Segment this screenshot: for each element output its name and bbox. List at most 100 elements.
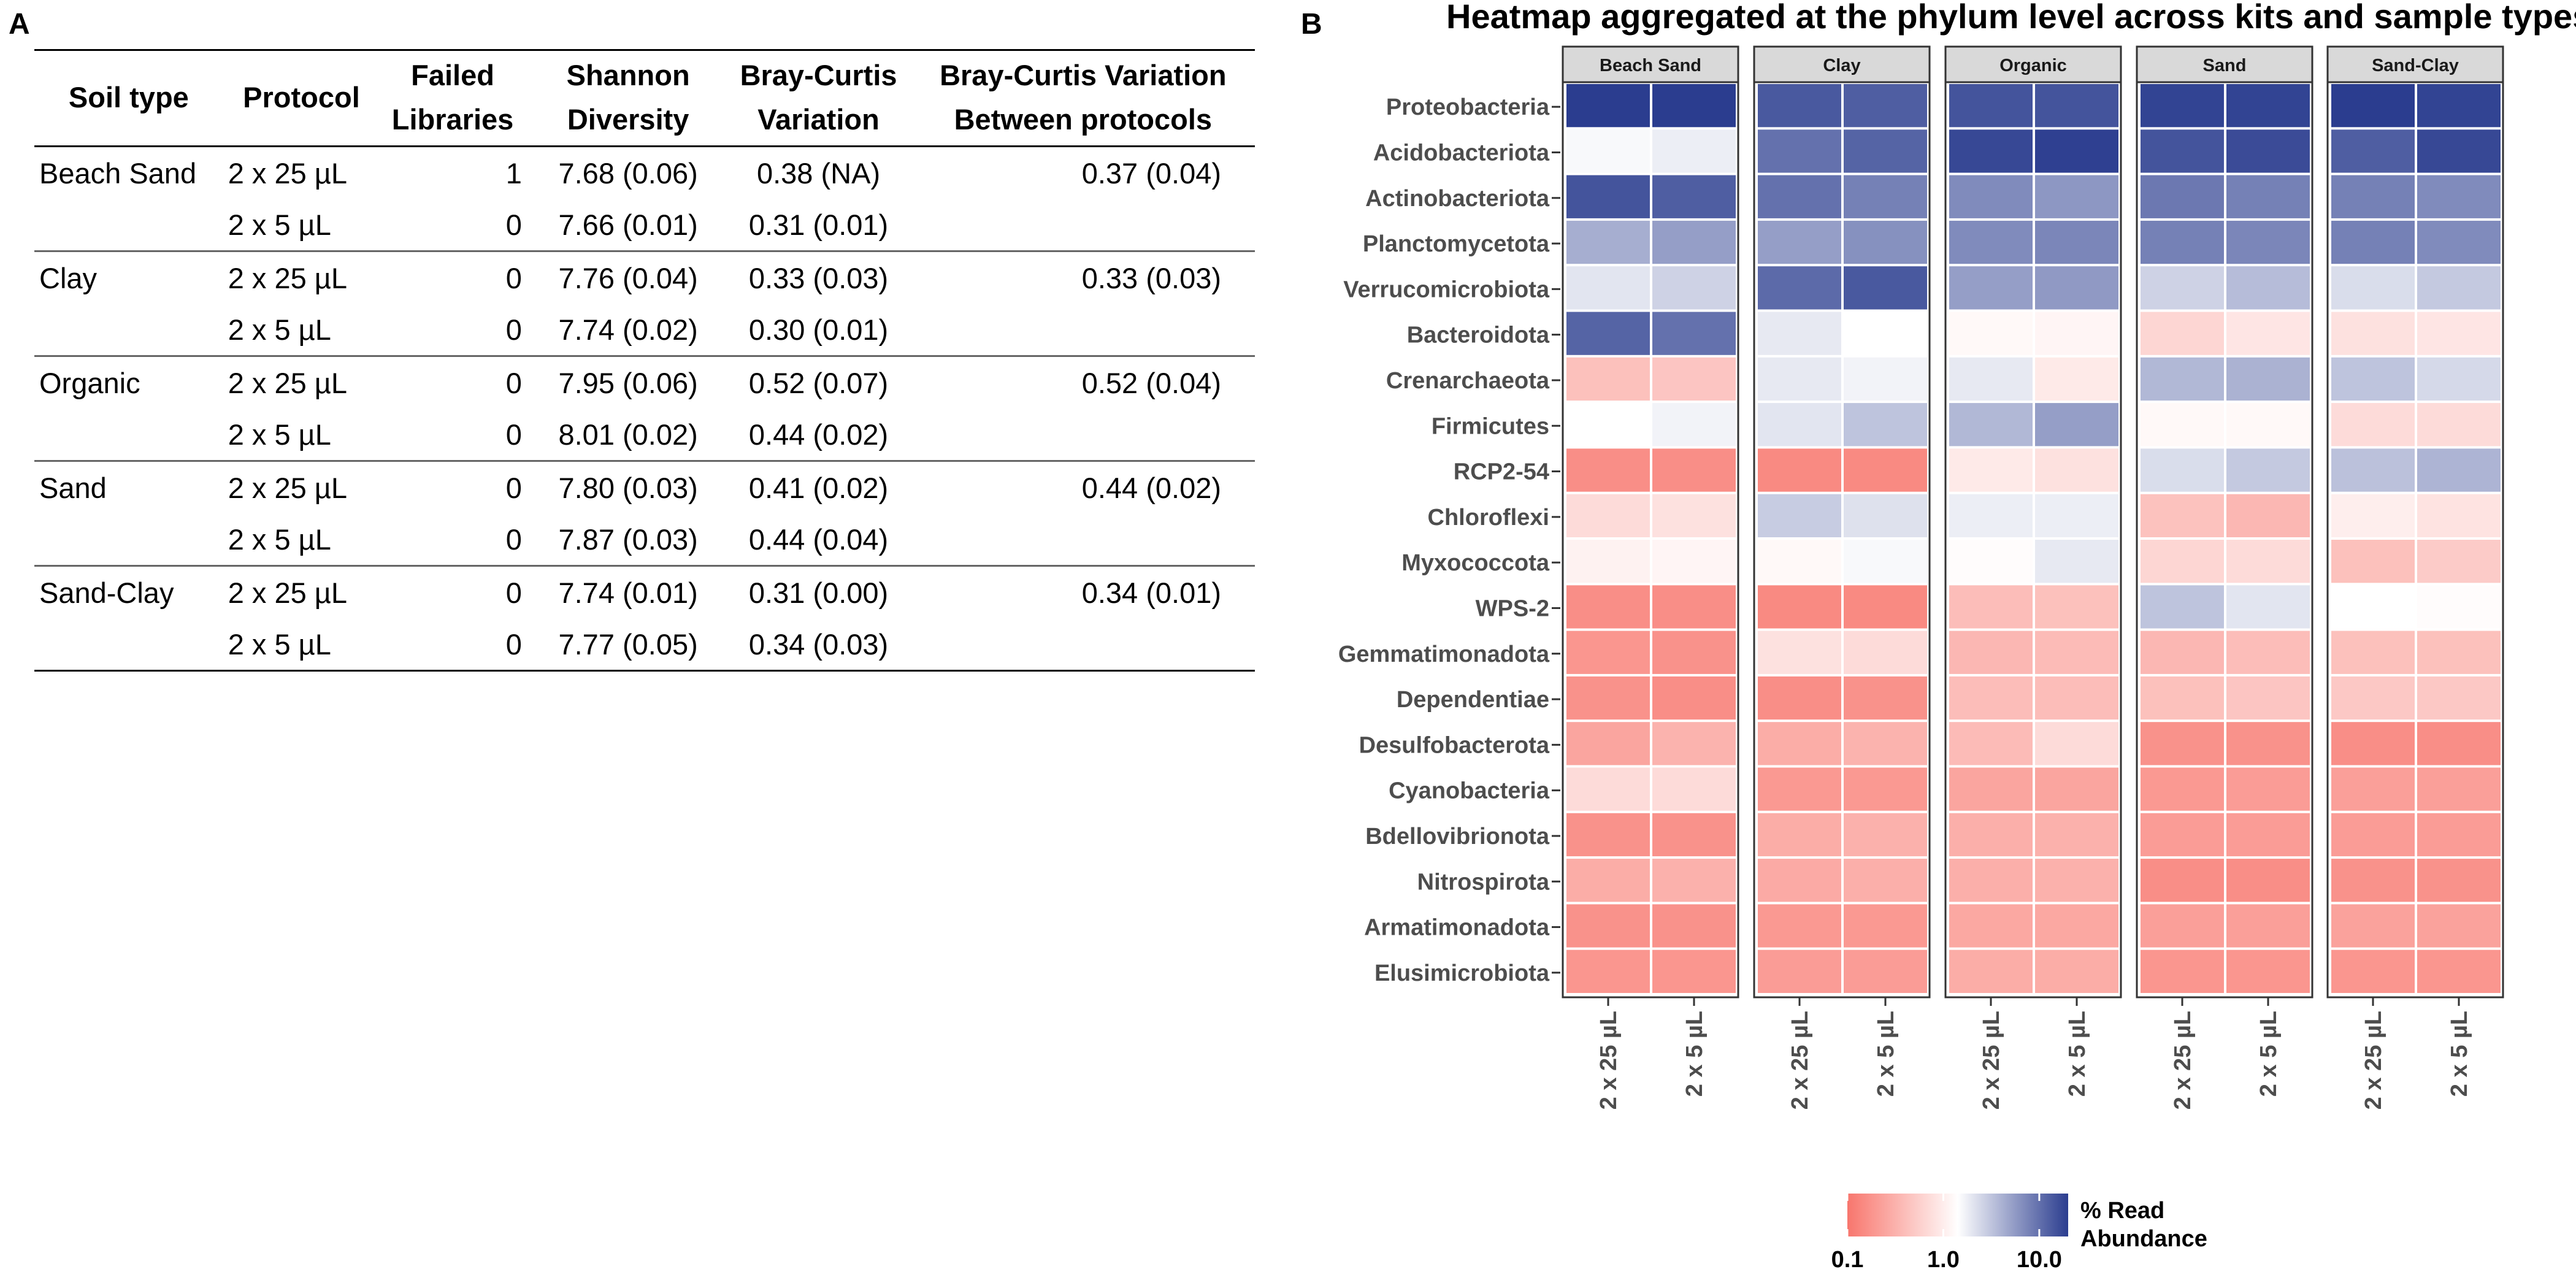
table-row: 2 x 5 µL 0 7.77 (0.05) 0.34 (0.03) <box>34 618 1255 671</box>
facet-strip <box>1753 45 1931 83</box>
legend-colorbar <box>1847 1194 2068 1236</box>
heatmap-cell <box>2226 904 2310 948</box>
heatmap-cell <box>2035 448 2118 492</box>
heatmap-cell <box>2226 494 2310 537</box>
row-label: Nitrospirota <box>1417 869 1550 895</box>
x-tick-label: 2 x 25 µL <box>1787 1011 1813 1110</box>
heatmap-cell <box>2331 175 2415 218</box>
heatmap-cell <box>2331 949 2415 993</box>
heatmap-cell <box>2035 676 2118 720</box>
heatmap-cell <box>1949 631 2033 674</box>
cell-shannon-diversity: 7.74 (0.01) <box>558 576 698 609</box>
x-tick-label: 2 x 25 µL <box>1979 1011 2004 1110</box>
heatmap-cell <box>2226 312 2310 355</box>
heatmap-cell <box>2141 403 2224 447</box>
row-label: Elusimicrobiota <box>1374 960 1550 986</box>
facet-strip <box>2136 45 2313 83</box>
heatmap-cell <box>1758 631 1841 674</box>
facet-strip <box>1944 45 2122 83</box>
heatmap-cell <box>1844 585 1927 629</box>
heatmap-cell <box>1652 904 1736 948</box>
heatmap-cell <box>2331 494 2415 537</box>
heatmap-cell <box>1844 84 1927 128</box>
heatmap-cell <box>1566 631 1650 674</box>
heatmap-cell <box>1844 403 1927 447</box>
heatmap-cell <box>2035 494 2118 537</box>
heatmap-cell <box>1652 175 1736 218</box>
heatmap-cell <box>1758 84 1841 128</box>
cell-bray-curtis-between: 0.44 (0.02) <box>1081 471 1221 504</box>
row-label: Dependentiae <box>1397 687 1549 713</box>
x-tick-label: 2 x 25 µL <box>1596 1011 1622 1110</box>
heatmap-cell <box>1652 357 1736 401</box>
heatmap-cell <box>1844 676 1927 720</box>
heatmap-cell <box>2226 129 2310 173</box>
heatmap-cell <box>1758 129 1841 173</box>
heatmap-cell <box>1652 266 1736 310</box>
cell-shannon-diversity: 7.77 (0.05) <box>558 627 698 661</box>
heatmap-cell <box>2226 175 2310 218</box>
heatmap-cell <box>1652 312 1736 355</box>
heatmap-cell <box>2035 84 2118 128</box>
heatmap-title: Heatmap aggregated at the phylum level a… <box>1446 0 2576 36</box>
heatmap-cell <box>1949 722 2033 765</box>
heatmap-cell <box>2331 84 2415 128</box>
heatmap-cell <box>1758 448 1841 492</box>
cell-failed-libraries: 0 <box>505 208 522 241</box>
heatmap-cell <box>1566 84 1650 128</box>
table-header-row: Soil type Protocol Failed Libraries Shann… <box>34 50 1255 147</box>
heatmap-cell <box>2417 448 2501 492</box>
heatmap-cell <box>2035 220 2118 264</box>
cell-shannon-diversity: 7.95 (0.06) <box>558 366 698 399</box>
cell-protocol: 2 x 5 µL <box>228 627 331 661</box>
heatmap-cell <box>1949 540 2033 583</box>
heatmap-cell <box>2331 403 2415 447</box>
heatmap-cell <box>1652 813 1736 857</box>
heatmap-cell <box>1758 904 1841 948</box>
table-row: Sand 2 x 25 µL 0 7.80 (0.03) 0.41 (0.02) 0.44… <box>34 461 1255 514</box>
legend-tick-label: 0.1 <box>1831 1247 1864 1273</box>
cell-soil-type: Sand <box>39 471 107 504</box>
heatmap-cell <box>1844 312 1927 355</box>
heatmap-cell <box>2141 904 2224 948</box>
heatmap-cell <box>2417 84 2501 128</box>
heatmap-cell <box>2035 813 2118 857</box>
row-label: Verrucomicrobiota <box>1343 277 1550 302</box>
heatmap-cell <box>2226 859 2310 902</box>
heatmap-cell <box>1566 585 1650 629</box>
legend-tick-label: 1.0 <box>1927 1247 1960 1273</box>
heatmap-cell <box>2141 494 2224 537</box>
facet-panel-border <box>1944 81 2122 999</box>
heatmap-cell <box>2226 722 2310 765</box>
facet-strip <box>2326 45 2504 83</box>
heatmap-cell <box>2035 266 2118 310</box>
header-failed-libraries: Failed Libraries <box>391 59 514 136</box>
cell-bray-curtis: 0.33 (0.03) <box>748 261 889 294</box>
facet-panel-border <box>1562 81 1739 999</box>
x-tick-label: 2 x 5 µL <box>2447 1011 2472 1097</box>
row-label: Gemmatimonadota <box>1338 642 1550 667</box>
table-row: 2 x 5 µL 0 7.66 (0.01) 0.31 (0.01) <box>34 199 1255 251</box>
heatmap-cell <box>2417 676 2501 720</box>
table-row: Beach Sand 2 x 25 µL 1 7.68 (0.06) 0.38 (NA)… <box>34 147 1255 199</box>
cell-bray-curtis: 0.34 (0.03) <box>748 627 889 661</box>
heatmap-cell <box>1758 859 1841 902</box>
heatmap-cell <box>1844 813 1927 857</box>
heatmap-cell <box>1566 220 1650 264</box>
heatmap-cell <box>2226 949 2310 993</box>
cell-failed-libraries: 0 <box>505 313 522 346</box>
heatmap-cell <box>1949 585 2033 629</box>
heatmap-cell <box>1758 220 1841 264</box>
heatmap-cell <box>2226 357 2310 401</box>
heatmap-cell <box>1758 357 1841 401</box>
heatmap-cell <box>1566 403 1650 447</box>
row-label: Proteobacteria <box>1386 94 1550 120</box>
heatmap-cell <box>1566 813 1650 857</box>
cell-soil-type: Sand-Clay <box>39 576 174 609</box>
row-label: Bdellovibrionota <box>1365 824 1550 849</box>
row-label: Desulfobacterota <box>1359 732 1550 758</box>
heatmap-cell <box>2417 129 2501 173</box>
heatmap-cell <box>1758 175 1841 218</box>
heatmap-cell <box>1949 859 2033 902</box>
heatmap-cell <box>1652 676 1736 720</box>
